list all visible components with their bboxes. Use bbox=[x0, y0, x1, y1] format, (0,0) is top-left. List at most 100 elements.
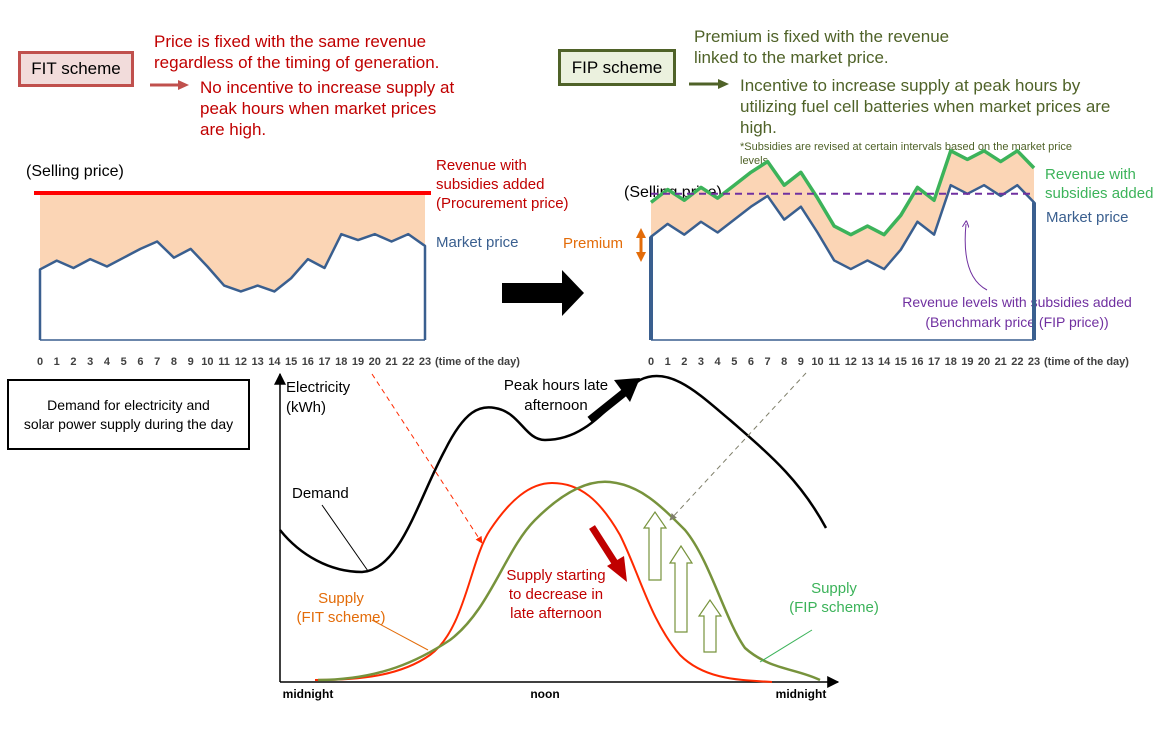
market-price-point bbox=[1000, 195, 1002, 197]
fit-arrow-icon bbox=[150, 80, 189, 90]
fit-revenue-label: Revenue with subsidies added (Procuremen… bbox=[436, 157, 569, 212]
market-price-point bbox=[667, 223, 669, 225]
fit-description: Price is fixed with the same revenue reg… bbox=[154, 32, 440, 72]
market-price-line bbox=[649, 183, 1036, 340]
market-price-point bbox=[123, 257, 125, 259]
fit-scheme-label: FIT scheme bbox=[18, 51, 134, 87]
supply-fip-label-line2: (FIP scheme) bbox=[789, 599, 879, 616]
hour-label: 16 bbox=[911, 356, 923, 368]
market-price-point bbox=[933, 234, 935, 236]
demand-leader-line bbox=[321, 504, 369, 572]
market-price-point bbox=[900, 249, 902, 251]
fit-hour-labels: 0 1 2 3 4 5 6 7 8 9 10 11 12 13 14 15 16 17 18 19 20 21 22 23 (t… bbox=[37, 356, 520, 368]
supply-fit-label-line1: Supply bbox=[318, 590, 364, 607]
x-label-midnight-start: midnight bbox=[283, 687, 334, 701]
market-price-point bbox=[750, 206, 752, 208]
market-price-point bbox=[307, 258, 309, 260]
fip-revenue-label: Revenue with subsidies added bbox=[1045, 166, 1154, 202]
market-price-point bbox=[700, 221, 702, 223]
fip-consequence: Incentive to increase supply at peak hou… bbox=[740, 76, 1111, 137]
fip-connector-arrow bbox=[669, 372, 807, 521]
premium-area bbox=[40, 193, 425, 292]
hour-label: 5 bbox=[121, 356, 127, 368]
hour-label: 14 bbox=[268, 356, 281, 368]
market-price-point bbox=[950, 184, 952, 186]
hour-label: 21 bbox=[385, 356, 397, 368]
hour-label: 7 bbox=[765, 356, 771, 368]
market-price-point bbox=[72, 267, 75, 269]
market-price-point bbox=[357, 239, 359, 241]
fip-description: Premium is fixed with the revenue linked… bbox=[694, 27, 950, 67]
market-price-point bbox=[290, 277, 292, 279]
market-price-point bbox=[424, 245, 426, 247]
market-price-point bbox=[106, 265, 108, 268]
hour-label: 19 bbox=[961, 356, 973, 368]
peak-hours-arrow-icon bbox=[587, 378, 640, 424]
market-price-point bbox=[816, 231, 819, 234]
peak-hours-label-line2: afternoon bbox=[524, 397, 587, 414]
supply-fip-label-line1: Supply bbox=[811, 580, 857, 597]
up-arrow-icon bbox=[668, 544, 694, 633]
hour-label: 8 bbox=[781, 356, 787, 368]
hour-label: 0 bbox=[648, 356, 654, 368]
supply-decrease-arrow-icon bbox=[589, 525, 627, 582]
market-price-point bbox=[206, 265, 208, 268]
fit-consequence: No incentive to increase supply at peak … bbox=[200, 78, 455, 139]
hour-label: 1 bbox=[665, 356, 671, 368]
market-price-point bbox=[916, 221, 919, 223]
hour-label: 22 bbox=[402, 356, 414, 368]
fit-chart bbox=[34, 191, 431, 341]
hour-label: 23 bbox=[419, 356, 431, 368]
fip-market-price-label: Market price bbox=[1046, 209, 1129, 226]
market-price-point bbox=[340, 233, 342, 235]
market-price-point bbox=[983, 184, 985, 186]
hour-label: 10 bbox=[811, 356, 823, 368]
fip-arrow-icon bbox=[689, 79, 729, 89]
hour-label: 2 bbox=[70, 356, 76, 368]
x-label-midnight-end: midnight bbox=[776, 687, 827, 701]
hour-label: 18 bbox=[945, 356, 957, 368]
hour-label: 5 bbox=[731, 356, 737, 368]
market-price-point bbox=[683, 234, 685, 236]
market-price-point bbox=[783, 219, 785, 221]
hour-label: 1 bbox=[54, 356, 60, 368]
benchmark-pointer bbox=[965, 224, 988, 291]
hour-label: 18 bbox=[335, 356, 347, 368]
demand-label: Demand bbox=[292, 485, 349, 502]
up-arrow-icon bbox=[697, 598, 723, 653]
bottom-y-label-line1: Electricity bbox=[286, 379, 351, 396]
bottom-y-label-line2: (kWh) bbox=[286, 399, 326, 416]
hour-label: 20 bbox=[369, 356, 381, 368]
hour-label: 13 bbox=[251, 356, 263, 368]
hour-label: 7 bbox=[154, 356, 160, 368]
hour-label: 3 bbox=[698, 356, 704, 368]
market-price-line bbox=[38, 232, 427, 340]
hour-label: 20 bbox=[978, 356, 990, 368]
x-label-noon: noon bbox=[530, 687, 559, 701]
hour-label: 10 bbox=[201, 356, 213, 368]
premium-double-arrow-icon bbox=[636, 228, 646, 262]
hour-label: 19 bbox=[352, 356, 364, 368]
time-of-day-label: (time of the day) bbox=[435, 356, 520, 368]
demand-curve bbox=[279, 374, 828, 574]
hour-label: 0 bbox=[37, 356, 43, 368]
hour-label: 4 bbox=[104, 356, 111, 368]
market-price-point bbox=[89, 258, 91, 260]
hour-label: 2 bbox=[681, 356, 687, 368]
supply-fit-curve bbox=[314, 481, 773, 683]
market-price-point bbox=[800, 206, 802, 208]
market-price-point bbox=[1016, 184, 1018, 186]
market-price-point bbox=[833, 259, 835, 262]
market-price-point bbox=[374, 233, 376, 235]
hour-label: 12 bbox=[235, 356, 247, 368]
market-price-point bbox=[407, 233, 409, 235]
hour-label: 16 bbox=[302, 356, 314, 368]
hour-label: 6 bbox=[137, 356, 143, 368]
hour-label: 13 bbox=[861, 356, 873, 368]
fit-selling-price-label: (Selling price) bbox=[26, 163, 124, 180]
market-price-point bbox=[850, 268, 852, 270]
hour-label: 8 bbox=[171, 356, 177, 368]
time-of-day-label: (time of the day) bbox=[1044, 356, 1129, 368]
supply-fit-label-line2: (FIT scheme) bbox=[297, 609, 386, 626]
market-price-point bbox=[240, 290, 242, 293]
